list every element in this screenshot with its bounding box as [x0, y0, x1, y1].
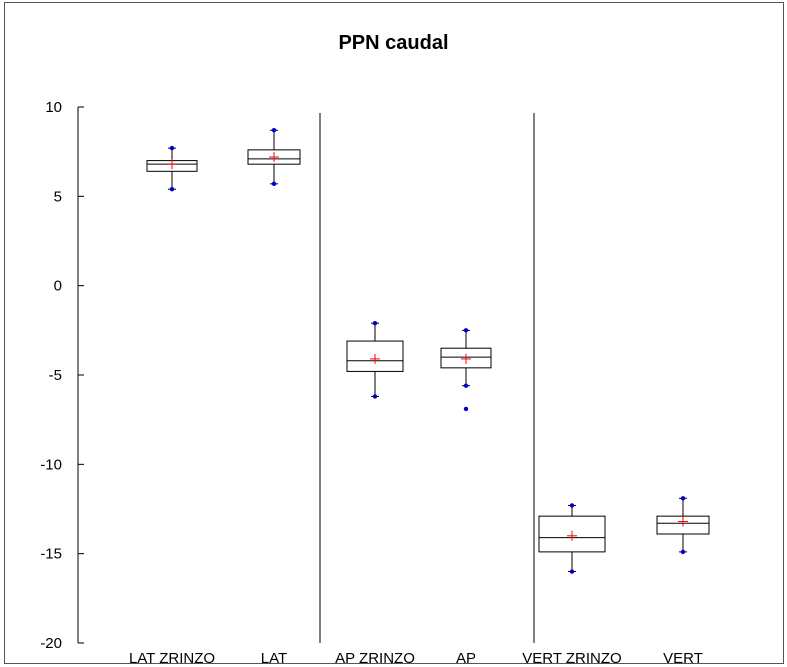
extreme-marker — [271, 181, 277, 187]
extreme-marker — [680, 496, 686, 501]
box-iqr — [346, 340, 404, 372]
x-category-label: LAT — [261, 650, 287, 667]
box-iqr — [440, 347, 492, 369]
x-category-label: LAT ZRINZO — [129, 650, 215, 667]
chart-title: PPN caudal — [338, 32, 449, 54]
extreme-marker — [569, 569, 575, 574]
extreme-marker — [372, 320, 378, 326]
extreme-marker — [463, 383, 469, 388]
x-category-label: AP ZRINZO — [335, 650, 415, 667]
extreme-marker — [463, 328, 469, 333]
extreme-marker — [680, 549, 686, 555]
x-category-label: AP — [456, 650, 476, 667]
extreme-marker — [169, 145, 175, 151]
extreme-marker — [169, 186, 175, 192]
extreme-marker — [271, 128, 277, 133]
box-iqr — [656, 515, 710, 535]
y-tick-label: -15 — [40, 546, 62, 563]
extreme-marker — [372, 394, 378, 399]
extreme-marker — [569, 503, 575, 508]
y-tick-label: 5 — [54, 188, 62, 205]
chart-frame — [4, 2, 784, 664]
y-tick-label: -5 — [49, 367, 62, 384]
box-iqr — [247, 149, 301, 165]
y-tick-label: 10 — [45, 99, 62, 116]
outlier-point — [463, 406, 469, 412]
y-tick-label: 0 — [54, 278, 62, 295]
x-category-label: VERT — [663, 650, 703, 667]
y-tick-label: -20 — [40, 635, 62, 652]
y-tick-label: -10 — [40, 456, 62, 473]
box-iqr — [538, 515, 606, 553]
x-category-label: VERT ZRINZO — [522, 650, 621, 667]
